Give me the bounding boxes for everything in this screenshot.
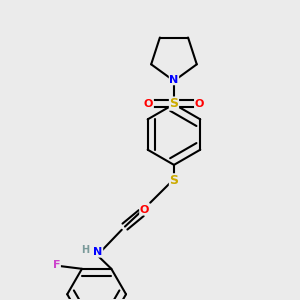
Text: O: O bbox=[195, 99, 204, 109]
Text: S: S bbox=[169, 174, 178, 187]
Text: N: N bbox=[169, 75, 178, 85]
Text: F: F bbox=[53, 260, 60, 270]
Text: O: O bbox=[140, 205, 149, 215]
Text: O: O bbox=[144, 99, 153, 109]
Text: S: S bbox=[169, 97, 178, 110]
Text: N: N bbox=[93, 247, 103, 257]
Text: H: H bbox=[81, 245, 89, 256]
